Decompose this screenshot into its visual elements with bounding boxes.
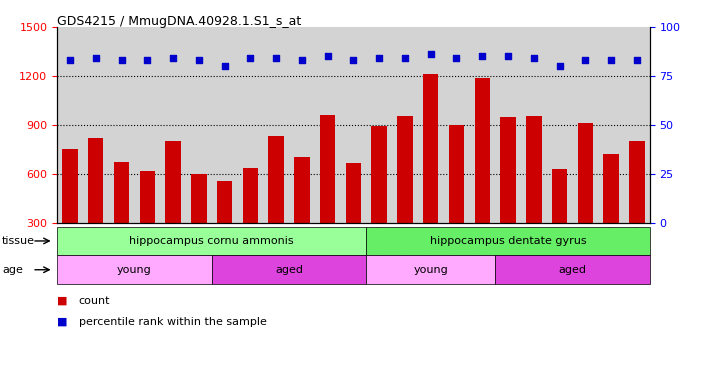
Bar [423,74,438,271]
Text: percentile rank within the sample: percentile rank within the sample [79,317,266,327]
Point [141,57,153,63]
Text: GDS4215 / MmugDNA.40928.1.S1_s_at: GDS4215 / MmugDNA.40928.1.S1_s_at [57,15,301,28]
Text: young: young [413,265,448,275]
Text: aged: aged [275,265,303,275]
Text: tissue: tissue [2,236,35,246]
Bar [114,162,129,271]
Bar [578,123,593,271]
Point [399,55,411,61]
Bar [166,141,181,271]
Point [451,55,462,61]
Bar [217,181,232,271]
Text: young: young [117,265,152,275]
Text: count: count [79,296,110,306]
Bar [475,78,490,271]
Point [348,57,359,63]
Point [90,55,101,61]
Bar [371,126,387,271]
Text: hippocampus cornu ammonis: hippocampus cornu ammonis [129,236,294,246]
Bar [552,169,568,271]
Text: age: age [2,265,23,275]
Point [296,57,308,63]
Bar [397,116,413,271]
Point [64,57,76,63]
Bar [294,157,310,271]
Point [193,57,204,63]
Point [631,57,643,63]
Point [503,53,514,59]
Bar [62,149,78,271]
Bar [88,138,104,271]
Point [476,53,488,59]
Point [271,55,282,61]
Bar [191,174,206,271]
Point [373,55,385,61]
Bar [139,171,155,271]
Point [322,53,333,59]
Text: hippocampus dentate gyrus: hippocampus dentate gyrus [430,236,586,246]
Text: ■: ■ [57,317,68,327]
Text: aged: aged [558,265,586,275]
Point [425,51,436,57]
Bar [629,141,645,271]
Point [580,57,591,63]
Point [528,55,540,61]
Bar [243,168,258,271]
Point [605,57,617,63]
Point [554,63,565,69]
Bar [268,136,284,271]
Bar [346,163,361,271]
Bar [501,117,516,271]
Bar [320,115,336,271]
Text: ■: ■ [57,296,68,306]
Bar [449,125,464,271]
Point [116,57,127,63]
Point [245,55,256,61]
Bar [603,154,619,271]
Bar [526,116,541,271]
Point [219,63,231,69]
Point [167,55,178,61]
